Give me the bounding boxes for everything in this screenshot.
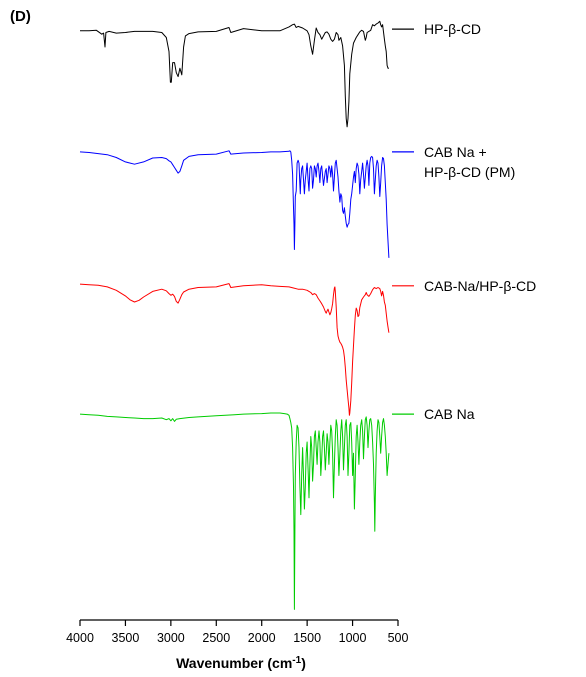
legend-label-4-line-1: CAB Na	[424, 406, 475, 422]
legend-entry-3: CAB-Na/HP-β-CD	[392, 278, 536, 294]
legend-label-3-line-1: CAB-Na/HP-β-CD	[424, 278, 536, 294]
x-tick-label-3: 3000	[157, 631, 185, 645]
panel-label: (D)	[10, 8, 31, 25]
series-line-3	[79, 283, 390, 416]
legend-label-2-line-2: HP-β-CD (PM)	[424, 164, 515, 180]
legend: HP-β-CD CAB Na + HP-β-CD (PM) CAB-Na/HP-β-C…	[392, 21, 536, 422]
legend-entry-4: CAB Na	[392, 406, 475, 422]
x-tick-label-1: 4000	[66, 631, 94, 645]
x-tick-label-8: 500	[388, 631, 409, 645]
x-tick-label-2: 3500	[112, 631, 140, 645]
x-axis-title-main: Wavenumber (cm	[176, 655, 292, 671]
legend-label-2-line-1: CAB Na +	[424, 144, 487, 160]
series-line-1	[80, 20, 389, 128]
series-layer	[79, 20, 390, 610]
x-tick-label-7: 1000	[339, 631, 367, 645]
x-axis-title-superscript: -1	[292, 655, 301, 666]
legend-entry-1: HP-β-CD	[392, 21, 481, 37]
series-line-2	[79, 150, 390, 258]
x-tick-label-4: 2500	[202, 631, 230, 645]
x-axis-ticks: 4000 3500 3000 2500 2000 1500 1000 500	[66, 620, 408, 645]
legend-label-1-line-1: HP-β-CD	[424, 21, 481, 37]
x-axis-title-close: )	[301, 655, 306, 671]
x-tick-label-5: 2000	[248, 631, 276, 645]
x-tick-label-6: 1500	[293, 631, 321, 645]
x-axis: 4000 3500 3000 2500 2000 1500 1000 500	[66, 619, 408, 645]
x-axis-title: Wavenumber (cm-1)	[176, 655, 306, 672]
series-line-4	[79, 412, 390, 610]
legend-entry-2: CAB Na + HP-β-CD (PM)	[392, 144, 515, 180]
